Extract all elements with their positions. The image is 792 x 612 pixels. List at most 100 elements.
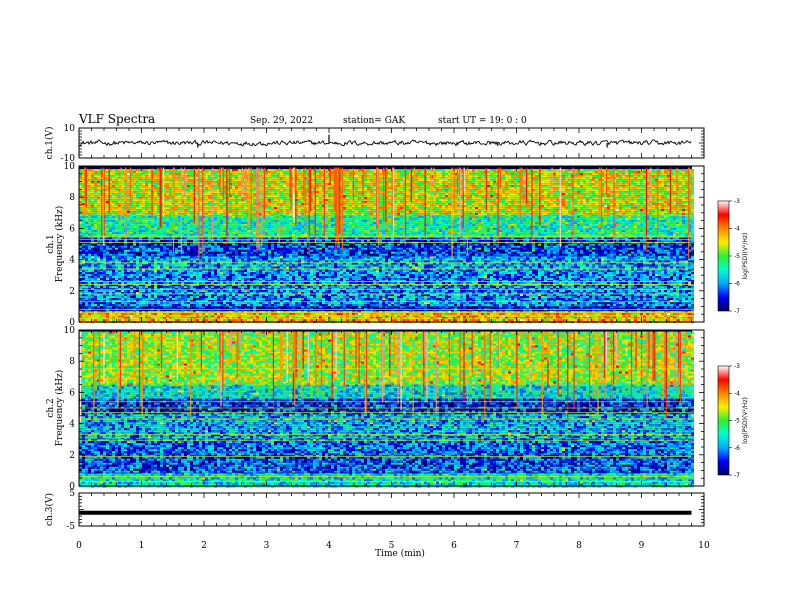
spectrogram-cell	[265, 191, 268, 193]
spectrogram-cell	[298, 181, 301, 183]
spectrogram-cell	[487, 169, 490, 171]
spectrogram-cell	[610, 203, 613, 205]
spectrogram-cell	[106, 201, 109, 203]
spectrogram-cell	[499, 201, 502, 203]
spectrogram-cell	[643, 177, 646, 179]
spectrogram-cell	[400, 189, 403, 191]
spectrogram-cell	[442, 207, 445, 209]
spectrogram-cell	[415, 199, 418, 201]
spectrogram-cell	[478, 207, 481, 209]
spectrogram-cell	[481, 191, 484, 193]
spectrogram-cell	[421, 173, 424, 175]
spectrogram-cell	[652, 177, 655, 179]
spectrogram-cell	[634, 179, 637, 181]
spectrogram-cell	[637, 181, 640, 183]
spectrogram-cell	[166, 205, 169, 207]
spectrogram-cell	[421, 203, 424, 205]
spectrogram-cell	[580, 183, 583, 185]
spectrogram-cell	[505, 183, 508, 185]
spectrogram-cell	[478, 181, 481, 183]
spectrogram-cell	[622, 197, 625, 199]
spectrogram-cell	[106, 203, 109, 205]
spectrogram-cell	[280, 177, 283, 179]
spectrogram-cell	[280, 175, 283, 177]
spectrogram-cell	[691, 179, 694, 181]
spectrogram-cell	[511, 199, 514, 201]
spectrogram-cell	[205, 173, 208, 175]
spectrogram-cell	[544, 169, 547, 171]
spectrogram-cell	[622, 189, 625, 191]
spectrogram-cell	[472, 189, 475, 191]
spectrogram-cell	[406, 185, 409, 187]
spectrogram-cell	[268, 207, 271, 209]
spectrogram-cell	[418, 197, 421, 199]
spectrogram-cell	[583, 201, 586, 203]
spectrogram-cell	[379, 207, 382, 209]
spectrogram-cell	[328, 205, 331, 207]
spectrogram-cell	[586, 175, 589, 177]
spectrogram-cell	[553, 183, 556, 185]
spectrogram-cell	[445, 205, 448, 207]
spectrogram-cell	[493, 169, 496, 171]
spectrogram-cell	[208, 205, 211, 207]
spectrogram-cell	[487, 195, 490, 197]
spectrogram-cell	[499, 193, 502, 195]
spectrogram-cell	[652, 185, 655, 187]
spectrogram-cell	[367, 209, 370, 211]
spectrogram-cell	[649, 205, 652, 207]
spectrogram-cell	[541, 173, 544, 175]
spectrogram-cell	[502, 197, 505, 199]
spectrogram-cell	[331, 203, 334, 205]
spectrogram-cell	[427, 207, 430, 209]
spectrogram-cell	[367, 169, 370, 171]
spectrogram-cell	[583, 169, 586, 171]
spectrogram-cell	[325, 181, 328, 183]
spectrogram-cell	[142, 185, 145, 187]
spectrogram-cell	[436, 183, 439, 185]
spectrogram-cell	[373, 205, 376, 207]
spectrogram-cell	[568, 197, 571, 199]
spectrogram-cell	[388, 209, 391, 211]
spectrogram-cell	[607, 193, 610, 195]
spectrogram-cell	[427, 189, 430, 191]
spectrogram-cell	[190, 179, 193, 181]
spectrogram-cell	[568, 173, 571, 175]
spectrogram-cell	[547, 179, 550, 181]
spectrogram-cell	[94, 187, 97, 189]
spectrogram-cell	[667, 187, 670, 189]
spectrogram-cell	[91, 191, 94, 193]
spectrogram-cell	[394, 185, 397, 187]
spectrogram-cell	[436, 169, 439, 171]
spectrogram-cell	[562, 197, 565, 199]
spectrogram-cell	[547, 203, 550, 205]
spectrogram-cell	[274, 189, 277, 191]
spectrogram-cell	[358, 171, 361, 173]
spectrogram-cell	[142, 187, 145, 189]
spectrogram-cell	[664, 199, 667, 201]
spectrogram-cell	[673, 177, 676, 179]
spectrogram-cell	[331, 189, 334, 191]
spectrogram-cell	[127, 185, 130, 187]
spectrogram-cell	[550, 195, 553, 197]
spectrogram-cell	[271, 181, 274, 183]
spectrogram-cell	[475, 169, 478, 171]
spectrogram-cell	[631, 173, 634, 175]
spectrogram-cell	[604, 207, 607, 209]
spectrogram-cell	[595, 203, 598, 205]
spectrogram-cell	[235, 197, 238, 199]
spectrogram-cell	[136, 171, 139, 173]
spectrogram-cell	[652, 205, 655, 207]
spectrogram-cell	[367, 199, 370, 201]
spectrogram-cell	[523, 173, 526, 175]
spectrogram-cell	[472, 183, 475, 185]
spectrogram-cell	[625, 187, 628, 189]
spectrogram-cell	[127, 169, 130, 171]
spectrogram-cell	[115, 197, 118, 199]
spectrogram-cell	[661, 195, 664, 197]
spectrogram-cell	[394, 173, 397, 175]
spectrogram-cell	[478, 177, 481, 179]
spectrogram-cell	[364, 169, 367, 171]
spectrogram-cell	[214, 173, 217, 175]
spectrogram-cell	[544, 201, 547, 203]
spectrogram-cell	[379, 201, 382, 203]
